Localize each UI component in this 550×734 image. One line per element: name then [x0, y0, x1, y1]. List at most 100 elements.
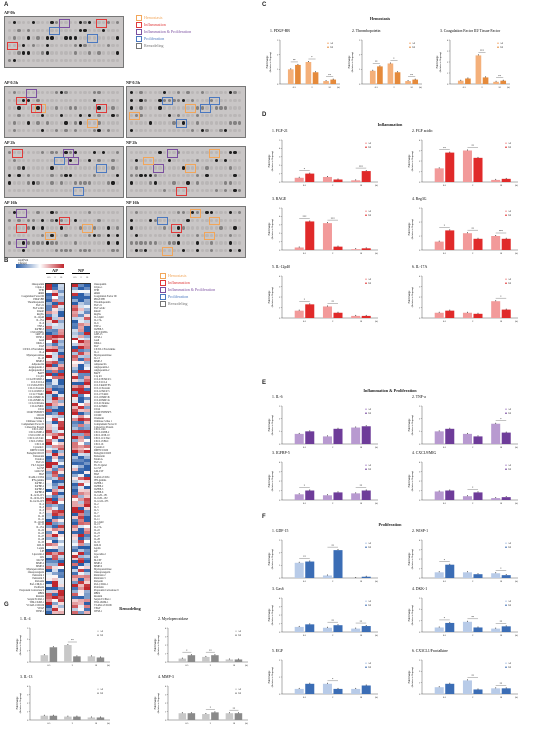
- y-axis-label-sub: (Relative to 0h group): [157, 635, 160, 656]
- chart-title: 1. GDF-15: [272, 529, 289, 533]
- significance-mark: **: [498, 75, 501, 78]
- x-tick-label: 2: [332, 252, 334, 255]
- bar-ap: [491, 498, 501, 500]
- bar-np: [333, 688, 343, 694]
- legend-item-inflammation: Inflammation: [136, 21, 191, 29]
- bar-ap: [457, 80, 464, 84]
- bar-ap: [491, 236, 501, 250]
- significance-mark: ***: [331, 217, 336, 220]
- x-tick-label: 2: [332, 696, 334, 699]
- x-axis-unit: (h): [515, 502, 518, 505]
- chart-il-6: 1. IL-6 Fold change (Relative to 0h group)…: [268, 395, 378, 449]
- heatmap-row-label: CCL11/Eotaxin: [28, 386, 44, 390]
- x-tick-label: 16: [360, 502, 363, 505]
- data-point: [365, 170, 367, 172]
- bar-ap: [322, 575, 332, 578]
- y-tick-label: 1: [279, 565, 280, 567]
- bar-ap: [64, 716, 72, 720]
- data-point: [355, 314, 357, 316]
- heatmap-row-label: IL-7: [94, 511, 99, 515]
- heatmap-row-label: LDL R: [36, 544, 44, 548]
- heatmap-row-label: DPPIV/CD26: [94, 449, 108, 453]
- legend-marker: [97, 630, 99, 632]
- significance-mark: **: [375, 61, 378, 64]
- significance-mark: **: [331, 619, 334, 622]
- heatmap-row-label: IGFBP-1: [94, 481, 104, 485]
- bar-np: [333, 492, 343, 500]
- y-tick-label: 3: [419, 150, 421, 152]
- heatmap-row-label: VCAM-1/CD106: [94, 603, 112, 607]
- y-tick-label: 1: [27, 650, 28, 652]
- chart-il-12p40: 5. IL-12p40 Fold change (Relative to 0h gr…: [268, 265, 378, 323]
- legend-marker: [235, 634, 237, 636]
- x-tick-label: 2: [332, 446, 334, 449]
- heatmap-row-label: Chitinase 3-like 1: [26, 419, 44, 423]
- data-point: [355, 627, 357, 629]
- legend-marker: [505, 412, 507, 415]
- data-point: [355, 179, 357, 181]
- x-axis-unit: (h): [337, 86, 340, 89]
- data-point: [205, 655, 207, 657]
- heatmap-row-label: Endoglin/CD105: [94, 452, 112, 456]
- bar-np: [501, 178, 511, 182]
- heatmap-row-label: IL-13: [94, 357, 100, 361]
- heatmap-row-label: CCL2/JE/MCP-1: [94, 378, 112, 381]
- heatmap-row-label: IL-10: [38, 514, 44, 518]
- y-tick-label: 2: [419, 222, 420, 224]
- data-point: [438, 571, 440, 573]
- blot-membrane: [4, 146, 124, 198]
- x-tick-label: 2: [472, 634, 474, 637]
- legend-label: NP: [330, 46, 334, 49]
- heatmap-row-label: FGF-21: [36, 461, 44, 465]
- heatmap-row-label: IL-4: [94, 351, 99, 355]
- heatmap-row-label: FGF-21: [94, 303, 102, 307]
- chart-title: 2. FGF acidic: [412, 129, 433, 133]
- heatmap-row-label: CD14: [94, 407, 101, 411]
- y-tick-label: 4: [419, 462, 421, 464]
- y-tick-label: 2: [279, 552, 280, 554]
- heatmap-row-label: IGFBP-1: [34, 481, 44, 485]
- heatmap-col-label: 2: [54, 276, 56, 279]
- y-tick-label: 3: [279, 471, 281, 473]
- legend-marker: [505, 468, 507, 471]
- y-tick-label: 4: [419, 540, 421, 542]
- data-point: [309, 172, 311, 174]
- data-point: [449, 151, 451, 153]
- heatmap-row-label: GM-CSF: [94, 470, 104, 474]
- y-tick-label: 3: [419, 208, 421, 210]
- heatmap-row-label: HGF: [94, 473, 100, 476]
- bar-ap: [491, 573, 501, 578]
- data-point: [214, 654, 216, 656]
- legend-label: Inflammation & Proliferation: [144, 29, 192, 35]
- heatmap-row-label: DPPIV/CD26: [30, 449, 44, 453]
- data-point: [309, 220, 311, 222]
- heatmap-row-label: Angiopoietin-1: [94, 366, 110, 370]
- bar-np: [445, 152, 455, 182]
- y-tick-label: 1: [279, 241, 280, 243]
- heatmap-row-label: Myeloperoxidase: [94, 354, 112, 358]
- bar-ap: [462, 233, 472, 250]
- bar-np: [305, 431, 315, 444]
- heatmap-row-label: IL-27: [38, 535, 44, 539]
- heatmap-row-label: IL-17A: [94, 318, 102, 322]
- significance-mark: **: [410, 74, 413, 77]
- data-point: [438, 430, 440, 432]
- data-point: [477, 237, 479, 239]
- heatmap-row-label: MMP-3: [36, 360, 44, 364]
- heatmap-row-label: IL-15: [94, 523, 100, 527]
- heatmap-block-np: [71, 283, 91, 615]
- bar-np: [333, 625, 343, 632]
- blot-title: NP 16h: [126, 200, 139, 205]
- chart-egf: 5. EGF Fold change (Relative to 0h group) 0…: [268, 649, 378, 699]
- data-point: [389, 62, 391, 64]
- data-point: [438, 490, 440, 492]
- data-point: [337, 178, 339, 180]
- y-tick-label: 0: [165, 720, 167, 722]
- legend-swatch: [160, 280, 166, 287]
- data-point: [337, 491, 339, 493]
- legend-marker: [97, 634, 99, 636]
- y-axis-label: Fold change: [154, 696, 157, 710]
- heatmap-row-label: Cripto-1: [94, 285, 103, 289]
- bar-ap: [202, 656, 210, 662]
- data-point: [237, 712, 239, 714]
